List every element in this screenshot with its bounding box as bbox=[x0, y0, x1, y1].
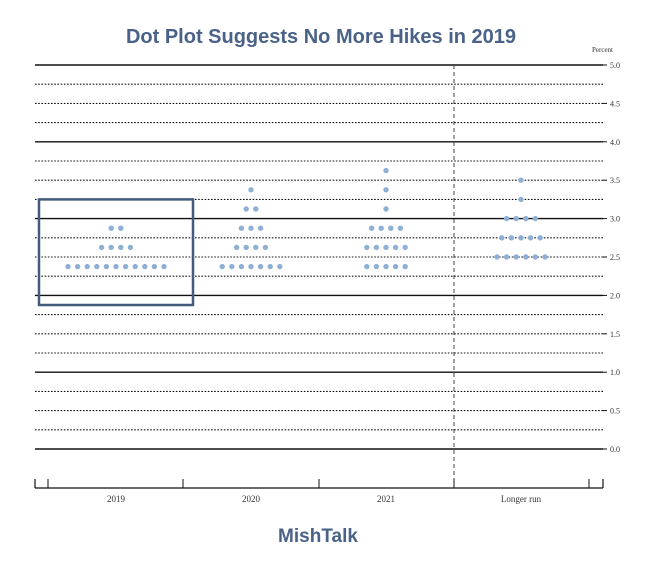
dot-longer-run bbox=[499, 235, 505, 241]
y-tick-label: 2.0 bbox=[610, 291, 620, 300]
dot-2019 bbox=[161, 263, 167, 270]
y-tick-label: 1.0 bbox=[610, 368, 620, 377]
dot-2019 bbox=[127, 244, 134, 251]
dot-2019 bbox=[151, 263, 158, 270]
dot-2021 bbox=[402, 263, 408, 270]
dot-longer-run bbox=[527, 235, 534, 241]
y-tick-label: 3.5 bbox=[610, 176, 620, 185]
dot-longer-run bbox=[518, 235, 524, 241]
dot-2021 bbox=[383, 206, 389, 212]
dot-2019 bbox=[142, 263, 148, 270]
y-tick-label: 1.5 bbox=[610, 330, 620, 339]
dot-2020 bbox=[257, 263, 264, 270]
y-tick-label: 2.5 bbox=[610, 253, 620, 262]
dot-2019 bbox=[65, 263, 71, 270]
dot-2021 bbox=[373, 263, 380, 270]
dot-2020 bbox=[267, 263, 273, 270]
dot-2021 bbox=[383, 167, 389, 174]
dot-2019 bbox=[132, 263, 138, 270]
chart-title: Dot Plot Suggests No More Hikes in 2019 bbox=[126, 26, 516, 48]
x-category-label: 2019 bbox=[107, 494, 126, 504]
dot-2021 bbox=[368, 225, 375, 231]
dot-2020 bbox=[257, 225, 264, 231]
y-tick-label: 4.0 bbox=[610, 138, 620, 147]
dot-longer-run bbox=[503, 215, 510, 222]
dot-2021 bbox=[392, 244, 399, 251]
dot-2019 bbox=[103, 263, 110, 270]
dot-2020 bbox=[238, 263, 245, 270]
dot-2020 bbox=[248, 263, 254, 270]
dot-2019 bbox=[108, 225, 114, 231]
dot-2021 bbox=[383, 263, 389, 270]
dot-2021 bbox=[378, 225, 384, 231]
dot-2021 bbox=[364, 263, 370, 270]
dot-2019 bbox=[108, 244, 114, 251]
y-axis-ticks: 5.0 4.5 4.0 3.5 3.0 2.5 2.0 1.5 1.0 0.5 0.0 bbox=[603, 61, 620, 454]
y-tick-label: 0.5 bbox=[610, 407, 620, 416]
dot-2019 bbox=[98, 244, 105, 251]
dot-2019 bbox=[113, 263, 119, 270]
y-tick-label: 3.0 bbox=[610, 215, 620, 224]
dot-2020 bbox=[248, 225, 254, 231]
dot-2021 bbox=[373, 244, 380, 251]
dot-2021 bbox=[397, 225, 404, 231]
dot-longer-run bbox=[508, 235, 515, 241]
dot-2021 bbox=[383, 187, 389, 193]
dot-2020 bbox=[253, 206, 259, 212]
dot-2019 bbox=[118, 244, 124, 251]
footer-brand: MishTalk bbox=[278, 526, 358, 547]
dot-longer-run bbox=[518, 196, 524, 203]
x-axis: 2019 2020 2021 Longer run bbox=[34, 479, 604, 504]
dot-2019 bbox=[94, 263, 100, 270]
dot-longer-run bbox=[494, 254, 500, 260]
dot-longer-run bbox=[513, 254, 519, 260]
dot-longer-run bbox=[537, 235, 543, 241]
dot-longer-run bbox=[518, 177, 524, 183]
dot-2021 bbox=[402, 244, 408, 251]
dot-2020 bbox=[262, 244, 269, 251]
dot-2020 bbox=[253, 244, 259, 251]
dot-longer-run bbox=[523, 254, 529, 260]
x-category-label: 2021 bbox=[377, 494, 395, 504]
x-category-label: 2020 bbox=[242, 494, 261, 504]
dot-2020 bbox=[277, 263, 283, 270]
x-category-label: Longer run bbox=[501, 494, 542, 504]
highlight-box bbox=[37, 198, 195, 307]
dot-2020 bbox=[229, 263, 235, 270]
dot-longer-run bbox=[503, 254, 510, 260]
y-tick-label: 0.0 bbox=[610, 445, 620, 454]
dot-2019 bbox=[84, 263, 90, 270]
dot-2021 bbox=[364, 244, 370, 251]
dot-longer-run bbox=[513, 215, 519, 222]
dot-2020 bbox=[219, 263, 225, 270]
dot-2020 bbox=[243, 244, 249, 251]
dot-2019 bbox=[74, 263, 81, 270]
dot-2019 bbox=[118, 225, 124, 231]
dot-2020 bbox=[238, 225, 245, 231]
dot-longer-run bbox=[523, 215, 529, 222]
y-tick-label: 4.5 bbox=[610, 99, 620, 108]
dot-2021 bbox=[388, 225, 394, 231]
dot-longer-run bbox=[532, 215, 539, 222]
highlight-box-group bbox=[37, 198, 195, 307]
dot-2021 bbox=[392, 263, 399, 270]
dot-2020 bbox=[233, 244, 240, 251]
dot-2019 bbox=[122, 263, 129, 270]
dot-2020 bbox=[248, 187, 254, 193]
y-tick-label: 5.0 bbox=[610, 61, 620, 70]
dot-2020 bbox=[243, 206, 249, 212]
gridlines bbox=[35, 64, 603, 450]
dots-group bbox=[65, 167, 548, 270]
dot-2021 bbox=[383, 244, 389, 251]
dot-longer-run bbox=[542, 254, 548, 260]
dot-longer-run bbox=[532, 254, 539, 260]
y-axis-unit-label: Percent bbox=[592, 46, 613, 54]
